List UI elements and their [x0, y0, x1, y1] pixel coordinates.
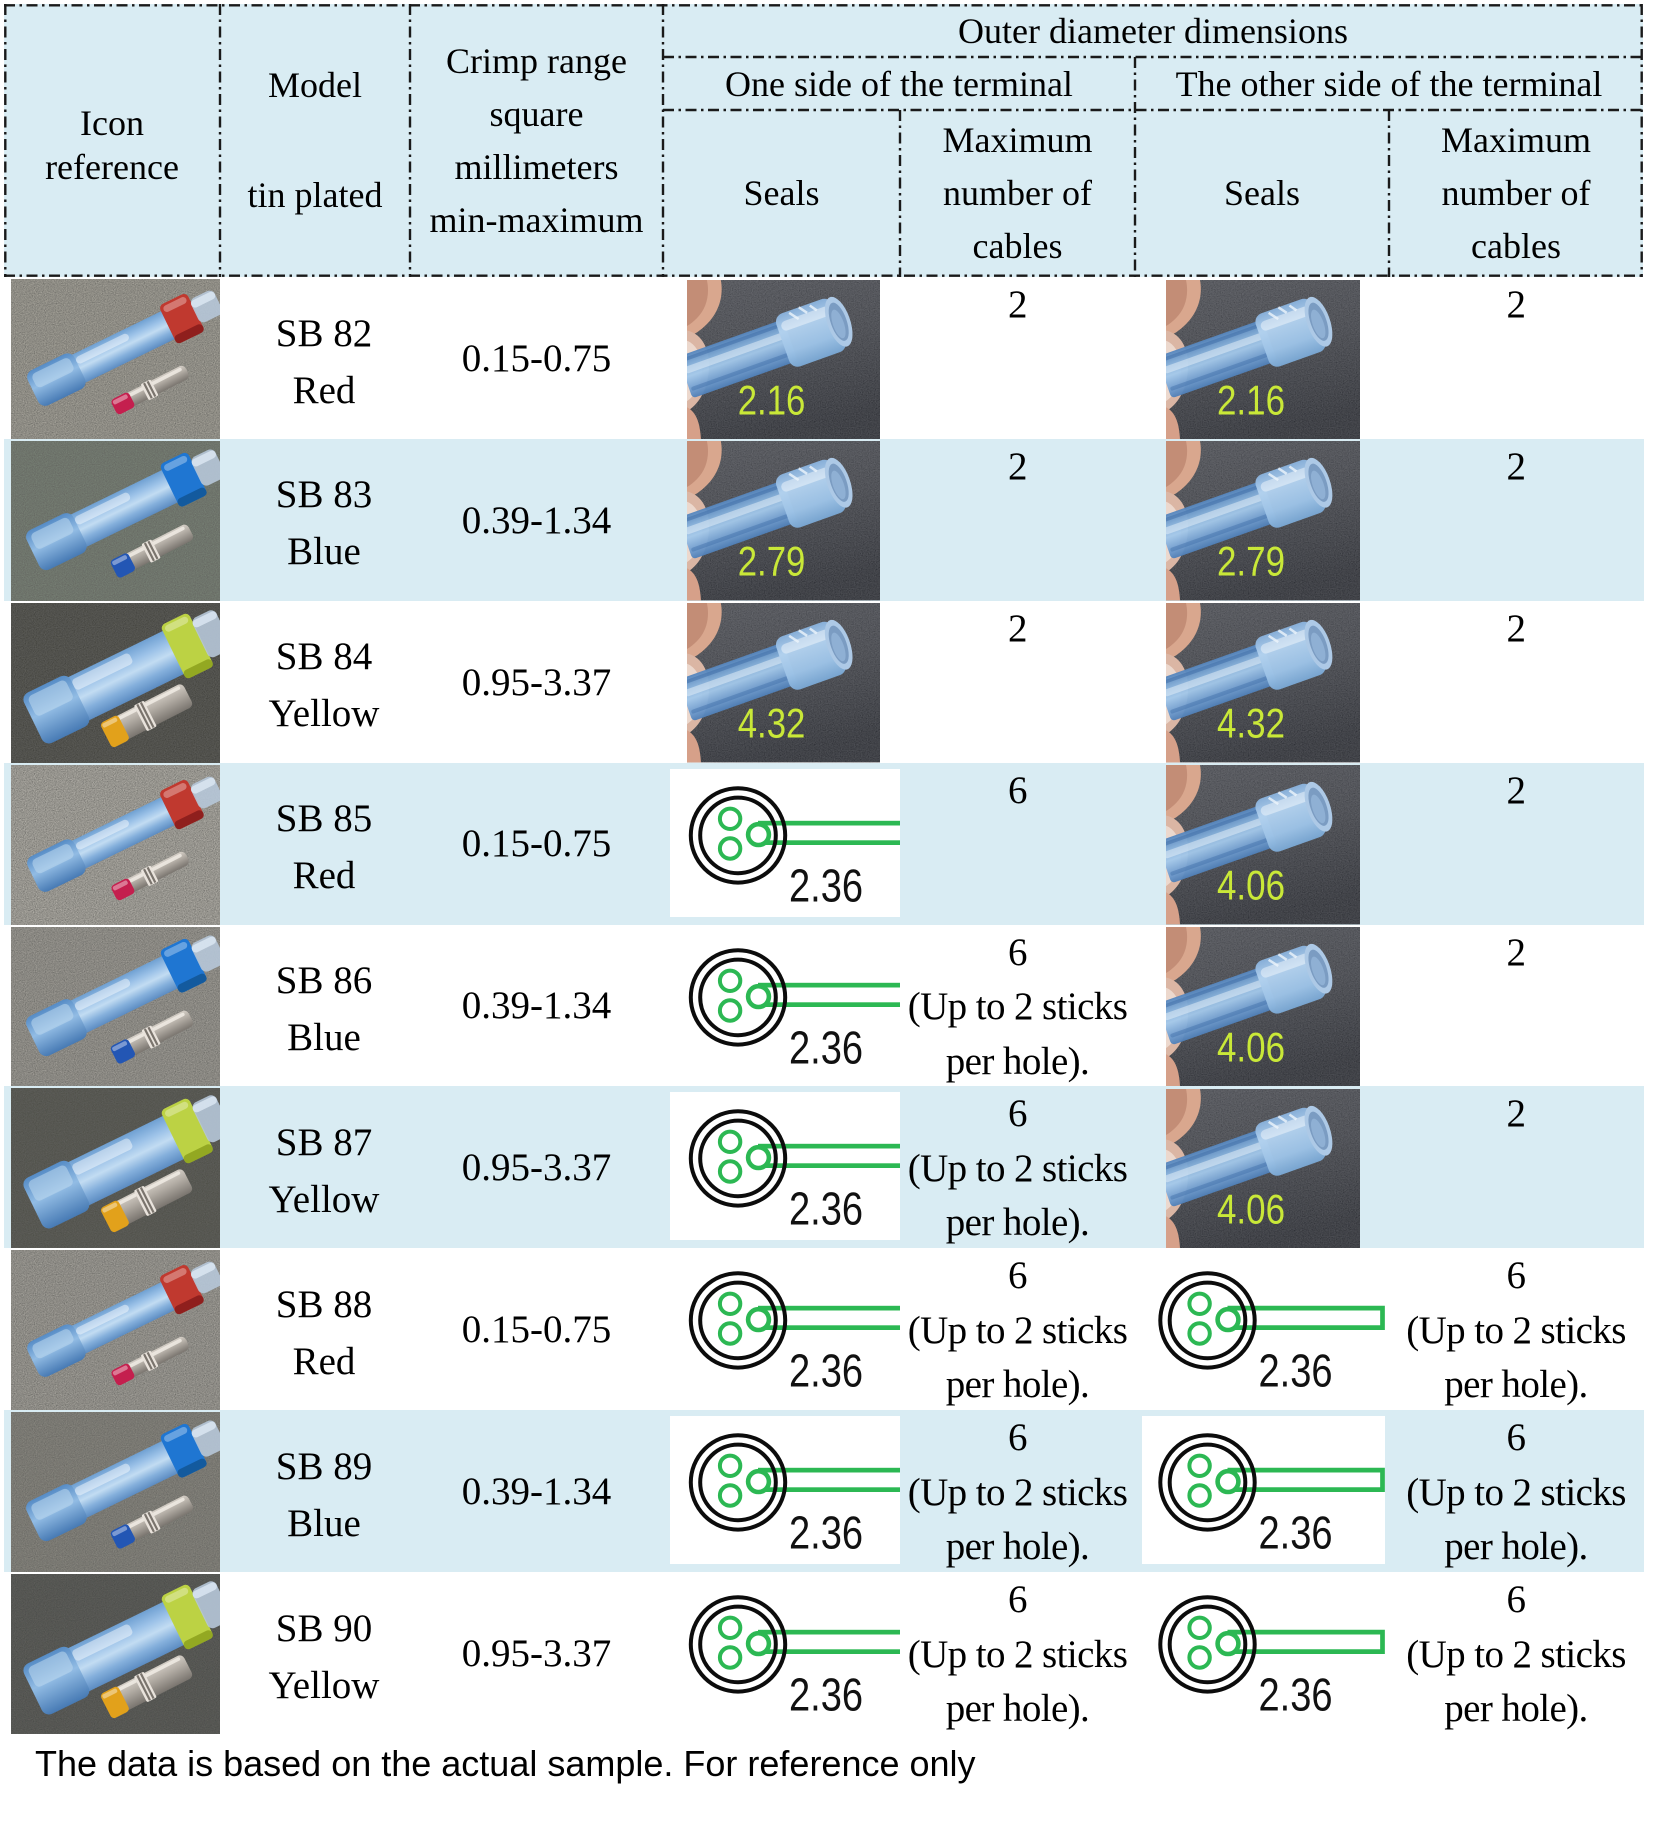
svg-text:2.79: 2.79: [1217, 538, 1285, 585]
svg-text:2.16: 2.16: [738, 376, 806, 423]
svg-text:4.32: 4.32: [738, 699, 806, 746]
svg-text:2.36: 2.36: [1259, 1507, 1333, 1559]
svg-text:2.36: 2.36: [789, 1183, 863, 1235]
svg-text:2.36: 2.36: [789, 1668, 863, 1720]
svg-text:2.36: 2.36: [789, 1507, 863, 1559]
svg-text:2.36: 2.36: [1259, 1345, 1333, 1397]
svg-text:2.79: 2.79: [738, 538, 806, 585]
svg-text:2.16: 2.16: [1217, 376, 1285, 423]
svg-text:4.06: 4.06: [1217, 1023, 1285, 1070]
svg-text:2.36: 2.36: [1259, 1668, 1333, 1720]
svg-text:4.06: 4.06: [1217, 861, 1285, 908]
svg-text:2.36: 2.36: [789, 1021, 863, 1073]
svg-text:2.36: 2.36: [789, 859, 863, 911]
svg-text:2.36: 2.36: [789, 1345, 863, 1397]
svg-text:4.32: 4.32: [1217, 700, 1285, 747]
svg-text:4.06: 4.06: [1217, 1185, 1285, 1232]
